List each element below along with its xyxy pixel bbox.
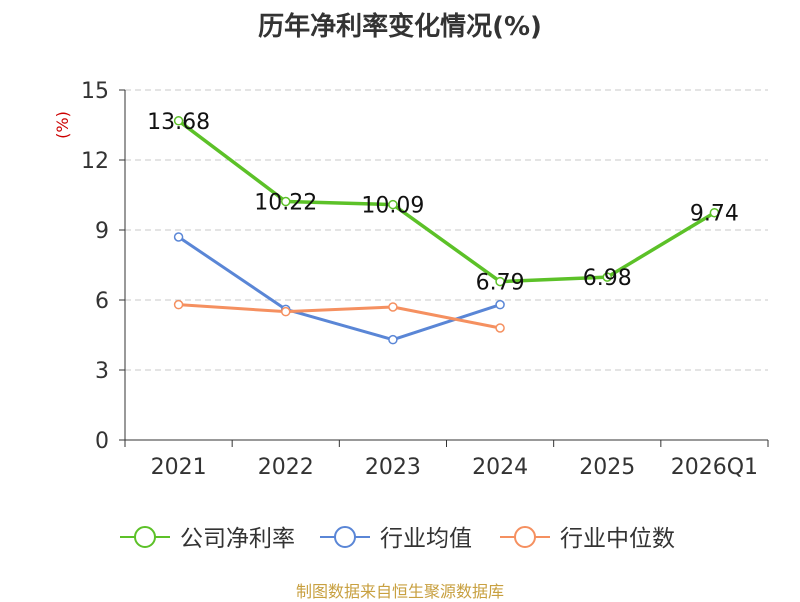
data-point	[173, 299, 184, 310]
legend-label: 行业中位数	[560, 526, 675, 552]
legend-item: 行业中位数	[500, 526, 675, 552]
data-label: 9.74	[690, 202, 739, 227]
x-tick-label: 2026Q1	[671, 455, 758, 480]
series-points	[173, 116, 720, 345]
y-axis-label: (%)	[53, 111, 72, 139]
data-label: 6.79	[476, 271, 525, 296]
data-label: 6.98	[583, 266, 632, 291]
chart-title: 历年净利率变化情况(%)	[258, 12, 542, 42]
legend-label: 公司净利率	[180, 526, 295, 552]
data-point	[281, 196, 291, 207]
data-point	[281, 306, 291, 317]
series-line-1	[177, 235, 501, 342]
data-point	[709, 207, 720, 218]
source-note: 制图数据来自恒生聚源数据库	[295, 582, 504, 601]
data-labels: 13.68 10.22 10.09 6.79 6.98 9.74	[147, 110, 739, 296]
data-label: 10.09	[361, 194, 424, 219]
y-tick-label: 0	[95, 429, 109, 454]
data-point	[495, 323, 505, 333]
legend-swatch-marker	[134, 526, 156, 548]
series-lines	[177, 119, 716, 342]
legend-swatch-marker	[514, 526, 536, 548]
x-tick-label: 2024	[472, 455, 528, 480]
x-tick-label: 2022	[258, 455, 314, 480]
x-tick-label: 2021	[151, 455, 207, 480]
series-line-0	[177, 119, 716, 284]
y-tick-label: 6	[95, 289, 109, 314]
legend-label: 行业均值	[380, 526, 472, 552]
legend: 公司净利率 行业均值 行业中位数	[120, 526, 675, 552]
y-tick-label: 9	[95, 219, 109, 244]
x-tick-label: 2023	[365, 455, 421, 480]
y-tick-label: 12	[81, 149, 109, 174]
data-point	[173, 116, 184, 126]
y-tick-label: 15	[81, 79, 109, 104]
series-line-2	[178, 303, 501, 330]
data-point	[495, 276, 505, 287]
data-label: 13.68	[147, 110, 210, 135]
legend-swatch-marker	[334, 526, 356, 548]
data-point	[388, 199, 398, 210]
legend-item: 公司净利率	[120, 526, 295, 552]
data-point	[388, 334, 398, 345]
data-point	[602, 272, 612, 282]
data-point	[388, 302, 398, 312]
axes	[119, 89, 769, 447]
y-tick-label: 3	[95, 359, 109, 384]
data-point	[173, 232, 184, 242]
data-point	[495, 299, 505, 310]
tick-labels: 0 3 6 9 12 15 2021 2022 2023 2024 2025 2026Q1	[81, 79, 758, 480]
data-label: 10.22	[254, 191, 317, 216]
grid-lines	[125, 89, 768, 371]
legend-item: 行业均值	[320, 526, 472, 552]
x-tick-label: 2025	[579, 455, 635, 480]
